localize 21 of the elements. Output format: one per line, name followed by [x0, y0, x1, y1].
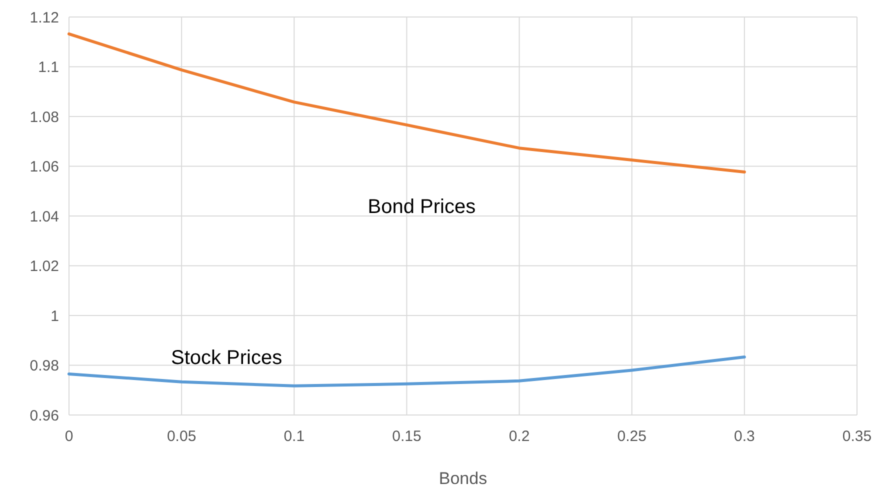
- x-tick-label: 0.25: [617, 428, 646, 445]
- x-tick-label: 0.3: [734, 428, 755, 445]
- series-label: Stock Prices: [170, 346, 282, 369]
- y-tick-label: 1.04: [30, 208, 59, 226]
- x-tick-label: 0: [64, 428, 74, 445]
- y-tick-label: 1.1: [38, 59, 59, 76]
- y-tick-label: 0.96: [30, 407, 59, 424]
- y-tick-label: 1.08: [30, 108, 59, 126]
- y-tick-label: 1.06: [30, 158, 59, 176]
- y-tick-label: 1.12: [30, 9, 59, 26]
- x-tick-label: 0.05: [166, 428, 196, 445]
- x-tick-label: 0.2: [508, 428, 530, 445]
- x-tick-label: 0.35: [842, 428, 872, 445]
- x-tick-label: 0.15: [392, 428, 422, 445]
- line-series: [68, 32, 746, 174]
- x-tick-label: 0.1: [284, 428, 305, 445]
- text: Bond Prices: [368, 196, 476, 218]
- x-axis-title: Bonds: [438, 469, 488, 488]
- y-tick-label: 1.02: [30, 258, 59, 275]
- y-tick-label: 1: [50, 308, 59, 325]
- y-tick-label: 0.98: [30, 358, 59, 374]
